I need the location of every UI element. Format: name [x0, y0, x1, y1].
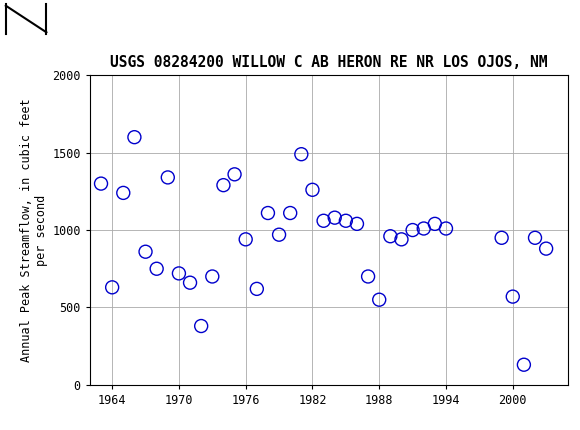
Point [241, 236, 251, 243]
Point [441, 225, 451, 232]
Y-axis label: Annual Peak Streamflow, in cubic feet
per second: Annual Peak Streamflow, in cubic feet pe… [20, 98, 48, 362]
Point [285, 209, 295, 216]
Point [375, 296, 384, 303]
Text: USGS: USGS [61, 12, 108, 27]
Point [352, 221, 361, 227]
Point [386, 233, 395, 240]
Point [141, 248, 150, 255]
Point [163, 174, 172, 181]
Point [419, 225, 429, 232]
Point [341, 217, 350, 224]
Point [330, 214, 339, 221]
Point [174, 270, 183, 277]
Point [119, 190, 128, 197]
Point [508, 293, 517, 300]
Point [297, 151, 306, 158]
Point [219, 182, 228, 189]
Point [408, 227, 417, 233]
Point [542, 245, 551, 252]
Point [107, 284, 117, 291]
Point [197, 322, 206, 329]
Point [274, 231, 284, 238]
Point [364, 273, 373, 280]
Point [263, 209, 273, 216]
Point [430, 221, 440, 227]
FancyBboxPatch shape [3, 3, 52, 35]
Title: USGS 08284200 WILLOW C AB HERON RE NR LOS OJOS, NM: USGS 08284200 WILLOW C AB HERON RE NR LO… [110, 55, 548, 70]
Point [130, 134, 139, 141]
Point [519, 361, 528, 368]
Point [308, 186, 317, 193]
Point [319, 217, 328, 224]
Point [530, 234, 539, 241]
Point [152, 265, 161, 272]
Point [208, 273, 217, 280]
Point [497, 234, 506, 241]
Point [252, 286, 262, 292]
Point [186, 279, 195, 286]
Point [397, 236, 406, 243]
Point [230, 171, 239, 178]
Point [96, 180, 106, 187]
